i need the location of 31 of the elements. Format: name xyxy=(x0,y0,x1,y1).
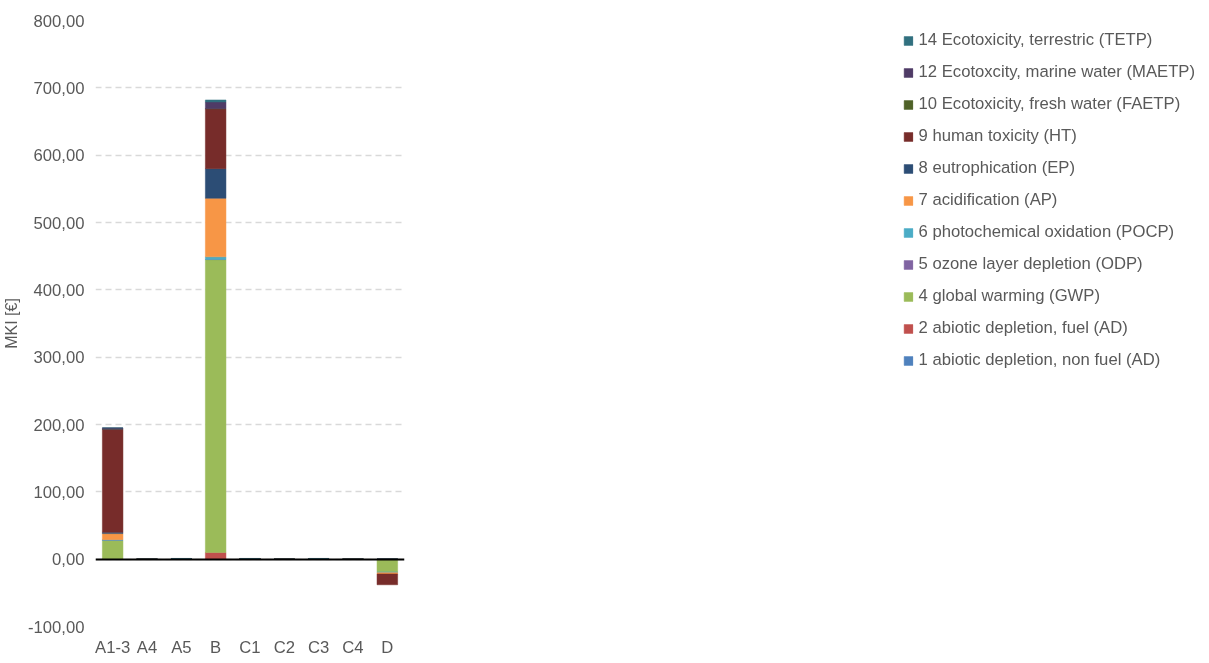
y-tick-label: 0,00 xyxy=(52,550,85,570)
legend-label: 14 Ecotoxicity, terrestric (TETP) xyxy=(918,30,1153,50)
legend-label: 12 Ecotoxcity, marine water (MAETP) xyxy=(918,62,1195,82)
legend-label: 4 global warming (GWP) xyxy=(918,286,1100,306)
x-tick-label: C3 xyxy=(308,637,330,657)
y-tick-label: 800,00 xyxy=(33,11,85,31)
x-tick-label: B xyxy=(210,637,222,657)
legend-label: 1 abiotic depletion, non fuel (AD) xyxy=(918,350,1161,370)
y-tick-label: 700,00 xyxy=(33,78,85,98)
y-tick-label: -100,00 xyxy=(28,617,85,637)
legend-label: 10 Ecotoxicity, fresh water (FAETP) xyxy=(918,94,1181,114)
x-tick-label: A4 xyxy=(136,637,158,657)
x-tick-label: A5 xyxy=(171,637,192,657)
x-tick-label: C2 xyxy=(273,637,295,657)
y-tick-label: 200,00 xyxy=(33,415,85,435)
y-tick-label: 500,00 xyxy=(33,213,85,233)
legend-label: 7 acidification (AP) xyxy=(918,190,1058,210)
legend-label: 9 human toxicity (HT) xyxy=(918,126,1077,146)
x-tick-label: C1 xyxy=(239,637,261,657)
y-tick-label: 600,00 xyxy=(33,146,85,166)
x-tick-label: A1-3 xyxy=(95,637,131,657)
x-tick-label: D xyxy=(381,637,394,657)
y-axis-title: MKI [€] xyxy=(3,298,21,349)
legend-label: 6 photochemical oxidation (POCP) xyxy=(918,222,1175,242)
y-tick-label: 400,00 xyxy=(33,280,85,300)
y-tick-label: 300,00 xyxy=(33,348,85,368)
legend-label: 5 ozone layer depletion (ODP) xyxy=(918,254,1143,274)
legend-label: 2 abiotic depletion, fuel (AD) xyxy=(918,318,1128,338)
legend-label: 8 eutrophication (EP) xyxy=(918,158,1076,178)
y-tick-label: 100,00 xyxy=(33,482,85,502)
x-tick-label: C4 xyxy=(342,637,364,657)
